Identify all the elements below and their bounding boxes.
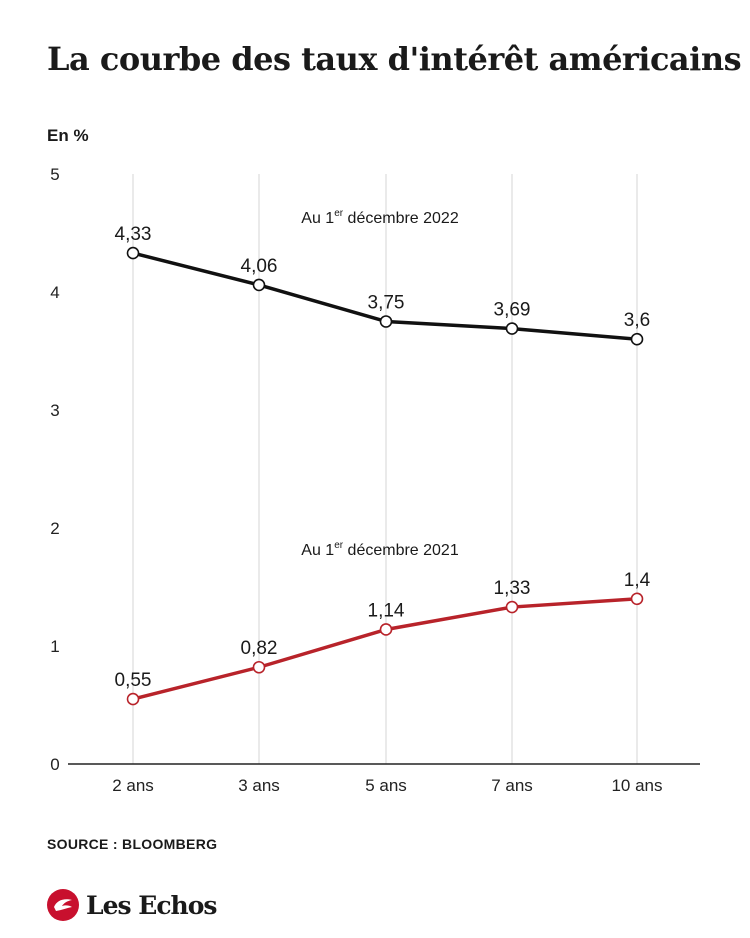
- data-point: [630, 332, 644, 346]
- y-tick-label: 3: [50, 401, 59, 420]
- data-label: 1,14: [368, 600, 405, 621]
- data-label: 3,6: [624, 310, 650, 331]
- y-tick-label: 4: [50, 283, 59, 302]
- data-point: [630, 592, 644, 606]
- data-point: [505, 322, 519, 335]
- data-label: 3,75: [368, 293, 405, 314]
- data-point: [379, 315, 393, 328]
- data-label: 0,82: [241, 638, 278, 659]
- x-tick-label: 2 ans: [112, 776, 154, 795]
- data-label: 0,55: [115, 670, 152, 691]
- data-point: [505, 600, 519, 614]
- series-label: Au 1er décembre 2021: [301, 540, 459, 559]
- data-point: [126, 692, 140, 706]
- data-label: 1,33: [494, 578, 531, 599]
- data-label: 3,69: [494, 300, 531, 321]
- data-point: [379, 623, 393, 636]
- chart-title: La courbe des taux d'intérêt américains: [47, 40, 742, 78]
- data-label: 1,4: [624, 570, 651, 591]
- x-tick-label: 5 ans: [365, 776, 407, 795]
- y-tick-label: 5: [50, 165, 59, 184]
- source-label: SOURCE : BLOOMBERG: [47, 836, 218, 852]
- y-tick-label: 2: [50, 519, 59, 538]
- y-tick-label: 1: [50, 637, 59, 656]
- series-label: Au 1er décembre 2022: [301, 208, 459, 227]
- data-point: [252, 278, 266, 292]
- data-label: 4,06: [241, 256, 278, 277]
- data-label: 4,33: [115, 224, 152, 245]
- y-tick-label: 0: [50, 755, 59, 774]
- les-echos-logo-icon: [47, 889, 79, 921]
- data-point: [252, 660, 266, 674]
- line-chart: 0 1 2 3 4 5 2 ans 3 ans 5 ans 7 ans 10 ans 4,33 4,06…: [50, 165, 700, 795]
- unit-label: En %: [47, 126, 89, 145]
- x-tick-label: 10 ans: [611, 776, 662, 795]
- x-tick-label: 7 ans: [491, 776, 533, 795]
- x-tick-label: 3 ans: [238, 776, 280, 795]
- data-point: [126, 246, 140, 260]
- brand-logo: Les Echos: [46, 888, 217, 922]
- brand-name: Les Echos: [86, 890, 217, 920]
